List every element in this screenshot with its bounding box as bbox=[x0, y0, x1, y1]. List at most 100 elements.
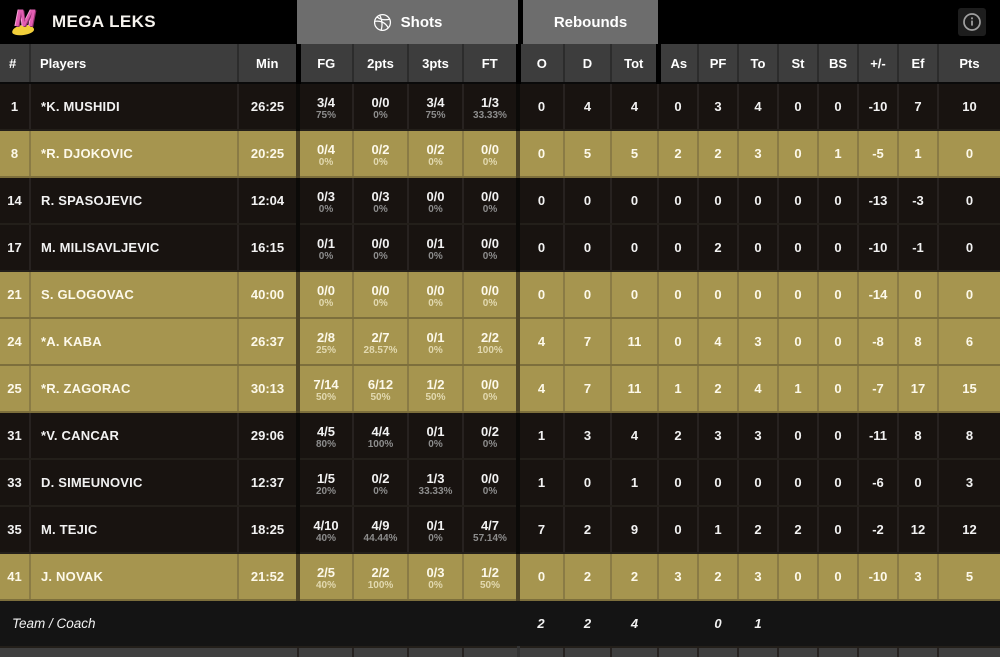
field-goals-cell: 0/4 0% bbox=[298, 130, 354, 178]
col-ft: FT bbox=[463, 44, 521, 84]
player-row: 17 M. MILISAVLJEVIC 16:15 0/1 0% 0/0 0% 0/… bbox=[0, 224, 1000, 272]
free-throws-cell: 0/0 0% bbox=[463, 271, 520, 319]
off-reb-cell: 0 bbox=[518, 271, 565, 319]
field-goals-cell: 1/5 20% bbox=[298, 459, 354, 507]
efficiency-cell: -1 bbox=[898, 224, 939, 272]
field-goals-cell: 0/0 0% bbox=[298, 271, 354, 319]
team-name: MEGA LEKS bbox=[52, 12, 157, 31]
def-reb-cell: 0 bbox=[564, 224, 612, 272]
plus-minus-cell: -8 bbox=[858, 318, 899, 366]
plus-minus-cell: -13 bbox=[858, 177, 899, 225]
points-cell: 3 bbox=[938, 459, 1000, 507]
team-coach-label: Team / Coach bbox=[0, 600, 298, 648]
minutes-cell: 20:25 bbox=[238, 130, 300, 178]
plus-minus-cell: -14 bbox=[858, 271, 899, 319]
blocks-cell: 0 bbox=[818, 271, 859, 319]
efficiency-cell: 0 bbox=[898, 459, 939, 507]
totals-def-reb: 32 bbox=[564, 647, 612, 657]
def-reb-cell: 5 bbox=[564, 130, 612, 178]
points-cell: 0 bbox=[938, 130, 1000, 178]
player-row: 33 D. SIMEUNOVIC 12:37 1/5 20% 0/2 0% 1/3 3… bbox=[0, 459, 1000, 507]
fouls-cell: 1 bbox=[698, 506, 739, 554]
turnovers-cell: 0 bbox=[738, 177, 779, 225]
two-points-cell: 6/12 50% bbox=[353, 365, 409, 413]
fouls-cell: 4 bbox=[698, 318, 739, 366]
three-points-cell: 0/1 0% bbox=[408, 224, 464, 272]
two-points-cell: 2/7 28.57% bbox=[353, 318, 409, 366]
blocks-cell: 0 bbox=[818, 224, 859, 272]
assists-cell: 0 bbox=[658, 177, 699, 225]
blocks-cell: 0 bbox=[818, 177, 859, 225]
fouls-cell: 2 bbox=[698, 553, 739, 601]
off-reb-cell: 4 bbox=[518, 318, 565, 366]
team-def-reb: 2 bbox=[564, 600, 611, 648]
team-brand: M MEGA LEKS bbox=[0, 0, 297, 44]
steals-cell: 1 bbox=[778, 365, 819, 413]
two-points-cell: 4/9 44.44% bbox=[353, 506, 409, 554]
points-cell: 0 bbox=[938, 224, 1000, 272]
blocks-cell: 0 bbox=[818, 318, 859, 366]
tab-rebounds[interactable]: Rebounds bbox=[523, 0, 658, 44]
player-number: 24 bbox=[0, 318, 31, 366]
field-goals-cell: 4/5 80% bbox=[298, 412, 354, 460]
points-cell: 12 bbox=[938, 506, 1000, 554]
fouls-cell: 2 bbox=[698, 224, 739, 272]
field-goals-cell: 4/10 40% bbox=[298, 506, 354, 554]
off-reb-cell: 0 bbox=[518, 130, 565, 178]
tab-shots[interactable]: Shots bbox=[297, 0, 518, 44]
three-points-cell: 0/0 0% bbox=[408, 271, 464, 319]
off-reb-cell: 4 bbox=[518, 365, 565, 413]
assists-cell: 3 bbox=[658, 553, 699, 601]
plus-minus-cell: -6 bbox=[858, 459, 899, 507]
plus-minus-cell: -2 bbox=[858, 506, 899, 554]
player-row: 35 M. TEJIC 18:25 4/10 40% 4/9 44.44% 0/1 0… bbox=[0, 506, 1000, 554]
efficiency-cell: 7 bbox=[898, 83, 939, 131]
totals-fouls: 19 bbox=[698, 647, 739, 657]
team-coach-shots-blank bbox=[298, 600, 518, 648]
turnovers-cell: 3 bbox=[738, 553, 779, 601]
totals-2pts-cell: 18/4143.9% bbox=[353, 647, 409, 657]
totals-blocks: 1 bbox=[818, 647, 859, 657]
player-row: 31 *V. CANCAR 29:06 4/5 80% 4/4 100% 0/1 0%… bbox=[0, 412, 1000, 460]
minutes-cell: 29:06 bbox=[238, 412, 300, 460]
assists-cell: 0 bbox=[658, 459, 699, 507]
col-min: Min bbox=[238, 44, 301, 84]
minutes-cell: 40:00 bbox=[238, 271, 300, 319]
free-throws-cell: 4/7 57.14% bbox=[463, 506, 520, 554]
minutes-cell: 26:37 bbox=[238, 318, 300, 366]
top-bar: M MEGA LEKS Shots Rebounds bbox=[0, 0, 1000, 44]
fouls-cell: 2 bbox=[698, 130, 739, 178]
off-reb-cell: 1 bbox=[518, 459, 565, 507]
col-efficiency: Ef bbox=[898, 44, 939, 84]
totals-plus-minus bbox=[858, 647, 899, 657]
mega-leks-logo: M bbox=[11, 5, 42, 37]
player-name: *A. KABA bbox=[30, 318, 239, 366]
efficiency-cell: 12 bbox=[898, 506, 939, 554]
tot-reb-cell: 0 bbox=[611, 271, 659, 319]
tot-reb-cell: 11 bbox=[611, 365, 659, 413]
two-points-cell: 0/0 0% bbox=[353, 83, 409, 131]
player-row: 21 S. GLOGOVAC 40:00 0/0 0% 0/0 0% 0/0 0% 0… bbox=[0, 271, 1000, 319]
plus-minus-cell: -11 bbox=[858, 412, 899, 460]
two-points-cell: 2/2 100% bbox=[353, 553, 409, 601]
turnovers-cell: 3 bbox=[738, 130, 779, 178]
player-number: 25 bbox=[0, 365, 31, 413]
field-goals-cell: 2/8 25% bbox=[298, 318, 354, 366]
points-cell: 6 bbox=[938, 318, 1000, 366]
col-assists: As bbox=[658, 44, 699, 84]
two-points-cell: 0/0 0% bbox=[353, 224, 409, 272]
off-reb-cell: 0 bbox=[518, 553, 565, 601]
blocks-cell: 1 bbox=[818, 130, 859, 178]
player-name: *K. MUSHIDI bbox=[30, 83, 239, 131]
free-throws-cell: 0/0 0% bbox=[463, 459, 520, 507]
col-turnovers: To bbox=[738, 44, 779, 84]
def-reb-cell: 0 bbox=[564, 271, 612, 319]
team-off-reb: 2 bbox=[518, 600, 564, 648]
info-button[interactable] bbox=[958, 8, 986, 36]
off-reb-cell: 0 bbox=[518, 224, 565, 272]
player-name: S. GLOGOVAC bbox=[30, 271, 239, 319]
blocks-cell: 0 bbox=[818, 459, 859, 507]
col-steals: St bbox=[778, 44, 819, 84]
points-cell: 8 bbox=[938, 412, 1000, 460]
minutes-cell: 12:04 bbox=[238, 177, 300, 225]
